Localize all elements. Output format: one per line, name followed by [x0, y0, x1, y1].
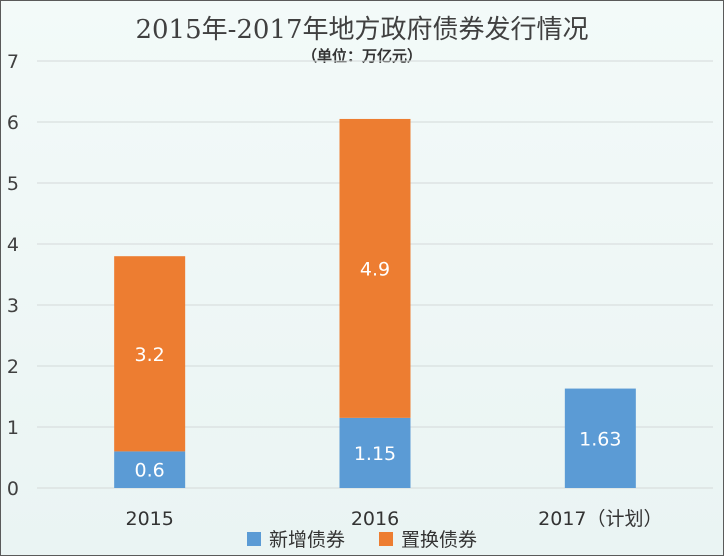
legend: 新增债券 置换债券 [1, 525, 723, 552]
x-tick-label: 2016 [351, 508, 399, 530]
legend-item-replacement-bonds: 置换债券 [379, 525, 477, 552]
bar-value-label: 3.2 [135, 344, 165, 366]
legend-swatch-replacement-bonds [379, 531, 393, 546]
y-tick-label: 3 [7, 295, 19, 317]
bar [564, 388, 636, 488]
bar-value-label: 1.63 [579, 428, 621, 450]
y-tick-label: 5 [7, 173, 19, 195]
bar-value-label: 4.9 [360, 258, 390, 280]
y-tick-label: 6 [7, 112, 19, 134]
legend-item-new-bonds: 新增债券 [246, 525, 345, 552]
bar-value-label: 1.15 [354, 443, 396, 465]
y-tick-label: 4 [7, 234, 19, 256]
legend-label-new-bonds: 新增债券 [268, 529, 345, 551]
y-tick-label: 2 [7, 356, 19, 378]
bar [339, 417, 411, 488]
chart-title: 2015年-2017年地方政府债券发行情况 [135, 15, 589, 45]
bar [114, 256, 186, 452]
y-tick-label: 0 [7, 478, 19, 500]
y-tick-label: 1 [7, 417, 19, 439]
y-tick-label: 7 [7, 51, 19, 73]
x-tick-label: 2015 [125, 508, 173, 530]
bar [114, 451, 186, 488]
legend-label-replacement-bonds: 置换债券 [401, 529, 478, 551]
legend-swatch-new-bonds [246, 531, 261, 546]
x-tick-label: 2017（计划） [538, 508, 662, 530]
bar [339, 118, 411, 418]
bar-value-label: 0.6 [135, 460, 165, 482]
